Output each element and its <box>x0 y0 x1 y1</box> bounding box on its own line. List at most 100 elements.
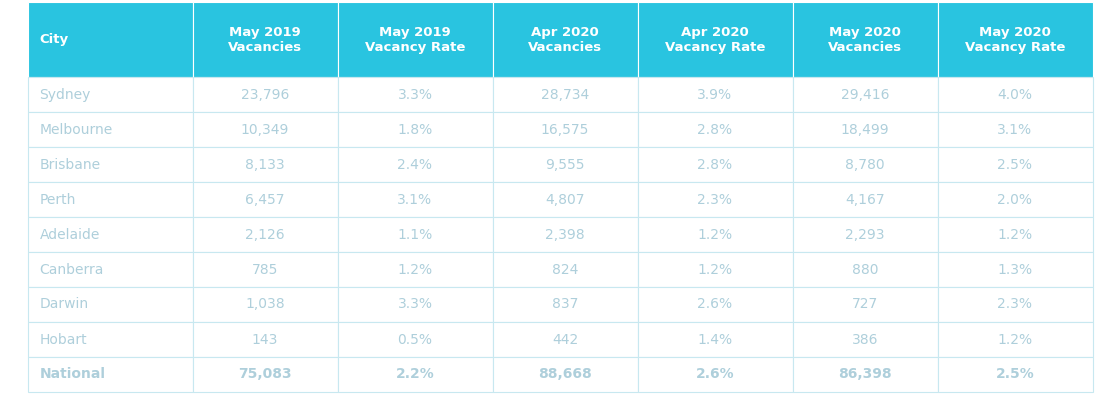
Text: May 2020
Vacancy Rate: May 2020 Vacancy Rate <box>964 26 1065 54</box>
Text: 3.1%: 3.1% <box>998 123 1033 136</box>
Text: Darwin: Darwin <box>39 297 88 312</box>
Bar <box>493 147 637 182</box>
Text: 880: 880 <box>851 262 878 277</box>
Bar <box>937 287 1092 322</box>
Text: 3.9%: 3.9% <box>698 87 732 102</box>
Text: 1,038: 1,038 <box>245 297 284 312</box>
Text: 2.6%: 2.6% <box>698 297 732 312</box>
Text: 1.2%: 1.2% <box>398 262 432 277</box>
Bar <box>337 287 493 322</box>
Text: 2.0%: 2.0% <box>998 193 1033 206</box>
Text: 1.3%: 1.3% <box>998 262 1033 277</box>
Text: 86,398: 86,398 <box>838 368 892 381</box>
Bar <box>937 2 1092 77</box>
Bar <box>28 217 193 252</box>
Text: 1.1%: 1.1% <box>398 227 432 242</box>
Bar <box>937 147 1092 182</box>
Text: 8,780: 8,780 <box>846 158 885 171</box>
Bar <box>793 357 937 392</box>
Text: Melbourne: Melbourne <box>39 123 113 136</box>
Text: 386: 386 <box>851 333 878 346</box>
Bar <box>193 252 337 287</box>
Bar <box>337 357 493 392</box>
Text: 2.6%: 2.6% <box>696 368 735 381</box>
Text: 3.3%: 3.3% <box>398 297 432 312</box>
Text: 1.2%: 1.2% <box>698 262 732 277</box>
Text: 442: 442 <box>552 333 578 346</box>
Bar <box>637 357 793 392</box>
Text: 2.5%: 2.5% <box>996 368 1035 381</box>
Bar <box>337 217 493 252</box>
Text: 3.3%: 3.3% <box>398 87 432 102</box>
Bar <box>337 147 493 182</box>
Text: 1.2%: 1.2% <box>998 333 1033 346</box>
Bar <box>637 2 793 77</box>
Bar <box>28 147 193 182</box>
Text: 824: 824 <box>552 262 578 277</box>
Bar <box>793 322 937 357</box>
Bar <box>793 147 937 182</box>
Bar <box>28 322 193 357</box>
Text: 143: 143 <box>252 333 278 346</box>
Bar <box>793 2 937 77</box>
Text: 4.0%: 4.0% <box>998 87 1033 102</box>
Bar <box>637 252 793 287</box>
Text: 2,126: 2,126 <box>245 227 284 242</box>
Bar <box>193 287 337 322</box>
Bar <box>28 252 193 287</box>
Bar <box>193 357 337 392</box>
Text: Hobart: Hobart <box>39 333 87 346</box>
Text: 2.8%: 2.8% <box>698 123 732 136</box>
Text: 785: 785 <box>252 262 278 277</box>
Text: 1.4%: 1.4% <box>698 333 732 346</box>
Text: 88,668: 88,668 <box>538 368 591 381</box>
Text: Brisbane: Brisbane <box>39 158 101 171</box>
Text: 4,807: 4,807 <box>545 193 585 206</box>
Text: 4,167: 4,167 <box>846 193 885 206</box>
Text: Apr 2020
Vacancies: Apr 2020 Vacancies <box>528 26 603 54</box>
Bar <box>337 112 493 147</box>
Text: 727: 727 <box>852 297 878 312</box>
Bar <box>937 322 1092 357</box>
Bar <box>493 2 637 77</box>
Text: 2.3%: 2.3% <box>698 193 732 206</box>
Bar <box>637 287 793 322</box>
Text: May 2019
Vacancy Rate: May 2019 Vacancy Rate <box>365 26 465 54</box>
Text: May 2020
Vacancies: May 2020 Vacancies <box>828 26 902 54</box>
Bar <box>493 77 637 112</box>
Text: 75,083: 75,083 <box>239 368 292 381</box>
Bar <box>937 357 1092 392</box>
Bar <box>28 2 193 77</box>
Text: 1.2%: 1.2% <box>998 227 1033 242</box>
Text: Canberra: Canberra <box>39 262 104 277</box>
Text: 1.2%: 1.2% <box>698 227 732 242</box>
Text: 1.8%: 1.8% <box>398 123 432 136</box>
Text: 0.5%: 0.5% <box>398 333 432 346</box>
Bar <box>28 182 193 217</box>
Bar <box>193 77 337 112</box>
Bar <box>793 77 937 112</box>
Text: 29,416: 29,416 <box>841 87 889 102</box>
Bar <box>337 252 493 287</box>
Text: May 2019
Vacancies: May 2019 Vacancies <box>228 26 302 54</box>
Text: 16,575: 16,575 <box>541 123 589 136</box>
Bar <box>937 112 1092 147</box>
Bar <box>637 147 793 182</box>
Bar <box>937 217 1092 252</box>
Bar <box>28 287 193 322</box>
Bar <box>793 287 937 322</box>
Bar <box>937 77 1092 112</box>
Text: 2,293: 2,293 <box>846 227 885 242</box>
Text: 2.3%: 2.3% <box>998 297 1033 312</box>
Bar <box>937 252 1092 287</box>
Text: 18,499: 18,499 <box>841 123 889 136</box>
Bar <box>493 287 637 322</box>
Bar <box>28 77 193 112</box>
Text: 3.1%: 3.1% <box>398 193 432 206</box>
Bar <box>637 322 793 357</box>
Text: 6,457: 6,457 <box>245 193 284 206</box>
Bar <box>193 112 337 147</box>
Text: 28,734: 28,734 <box>541 87 589 102</box>
Bar <box>793 112 937 147</box>
Text: 9,555: 9,555 <box>545 158 585 171</box>
